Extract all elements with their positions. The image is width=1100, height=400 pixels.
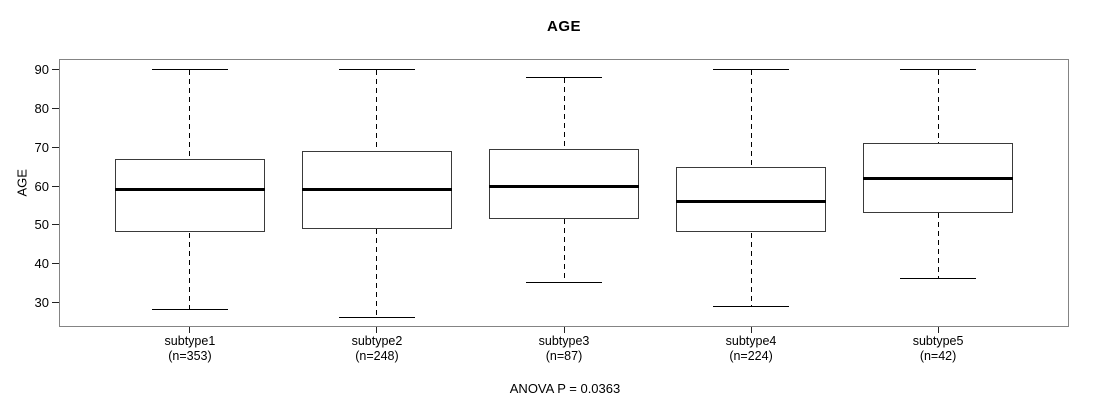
lower-whisker-line: [189, 232, 191, 310]
y-axis-tick: [52, 301, 59, 303]
x-axis-tick: [563, 327, 565, 333]
lower-whisker-line: [563, 218, 565, 283]
upper-whisker-cap: [338, 69, 415, 71]
y-axis-tick-label: 40: [34, 255, 49, 271]
y-axis-tick: [52, 185, 59, 187]
upper-whisker-line: [750, 69, 752, 167]
median-line: [301, 188, 452, 192]
x-axis-group-label: subtype1 (n=353): [164, 334, 216, 363]
median-line: [114, 188, 265, 192]
chart-title: AGE: [546, 18, 581, 35]
x-axis-group-label: subtype2 (n=248): [351, 334, 403, 363]
upper-whisker-cap: [900, 69, 977, 71]
upper-whisker-line: [189, 69, 191, 159]
upper-whisker-cap: [713, 69, 790, 71]
iqr-box: [489, 149, 639, 219]
y-axis-tick-label: 60: [34, 178, 49, 194]
lower-whisker-line: [937, 213, 939, 279]
y-axis-tick-label: 70: [34, 139, 49, 155]
x-axis-group-label: subtype3 (n=87): [538, 334, 590, 363]
y-axis-tick-label: 90: [34, 62, 49, 78]
y-axis-tick-label: 80: [34, 101, 49, 117]
lower-whisker-line: [376, 228, 378, 318]
x-axis-tick: [376, 327, 378, 333]
y-axis-tick-label: 50: [34, 217, 49, 233]
y-axis-tick-label: 30: [34, 294, 49, 310]
y-axis-tick: [52, 69, 59, 71]
x-axis-tick: [189, 327, 191, 333]
y-axis-tick: [52, 224, 59, 226]
lower-whisker-cap: [900, 278, 977, 280]
upper-whisker-line: [937, 69, 939, 144]
x-axis-tick: [937, 327, 939, 333]
x-axis-tick: [750, 327, 752, 333]
lower-whisker-cap: [338, 317, 415, 319]
iqr-box: [114, 158, 265, 233]
x-axis-group-label: subtype5 (n=42): [912, 334, 964, 363]
x-axis-group-label: subtype4 (n=224): [725, 334, 777, 363]
y-axis-tick: [52, 262, 59, 264]
upper-whisker-line: [563, 77, 565, 150]
median-line: [676, 200, 827, 204]
lower-whisker-cap: [713, 305, 790, 307]
lower-whisker-cap: [526, 282, 602, 284]
upper-whisker-line: [376, 69, 378, 152]
median-line: [489, 184, 639, 188]
y-axis-tick: [52, 146, 59, 148]
upper-whisker-cap: [526, 77, 602, 79]
lower-whisker-cap: [151, 309, 228, 311]
median-line: [863, 176, 1014, 180]
anova-annotation: ANOVA P = 0.0363: [509, 381, 621, 396]
iqr-box: [676, 166, 827, 233]
lower-whisker-line: [750, 232, 752, 307]
y-axis-tick: [52, 108, 59, 110]
upper-whisker-cap: [151, 69, 228, 71]
